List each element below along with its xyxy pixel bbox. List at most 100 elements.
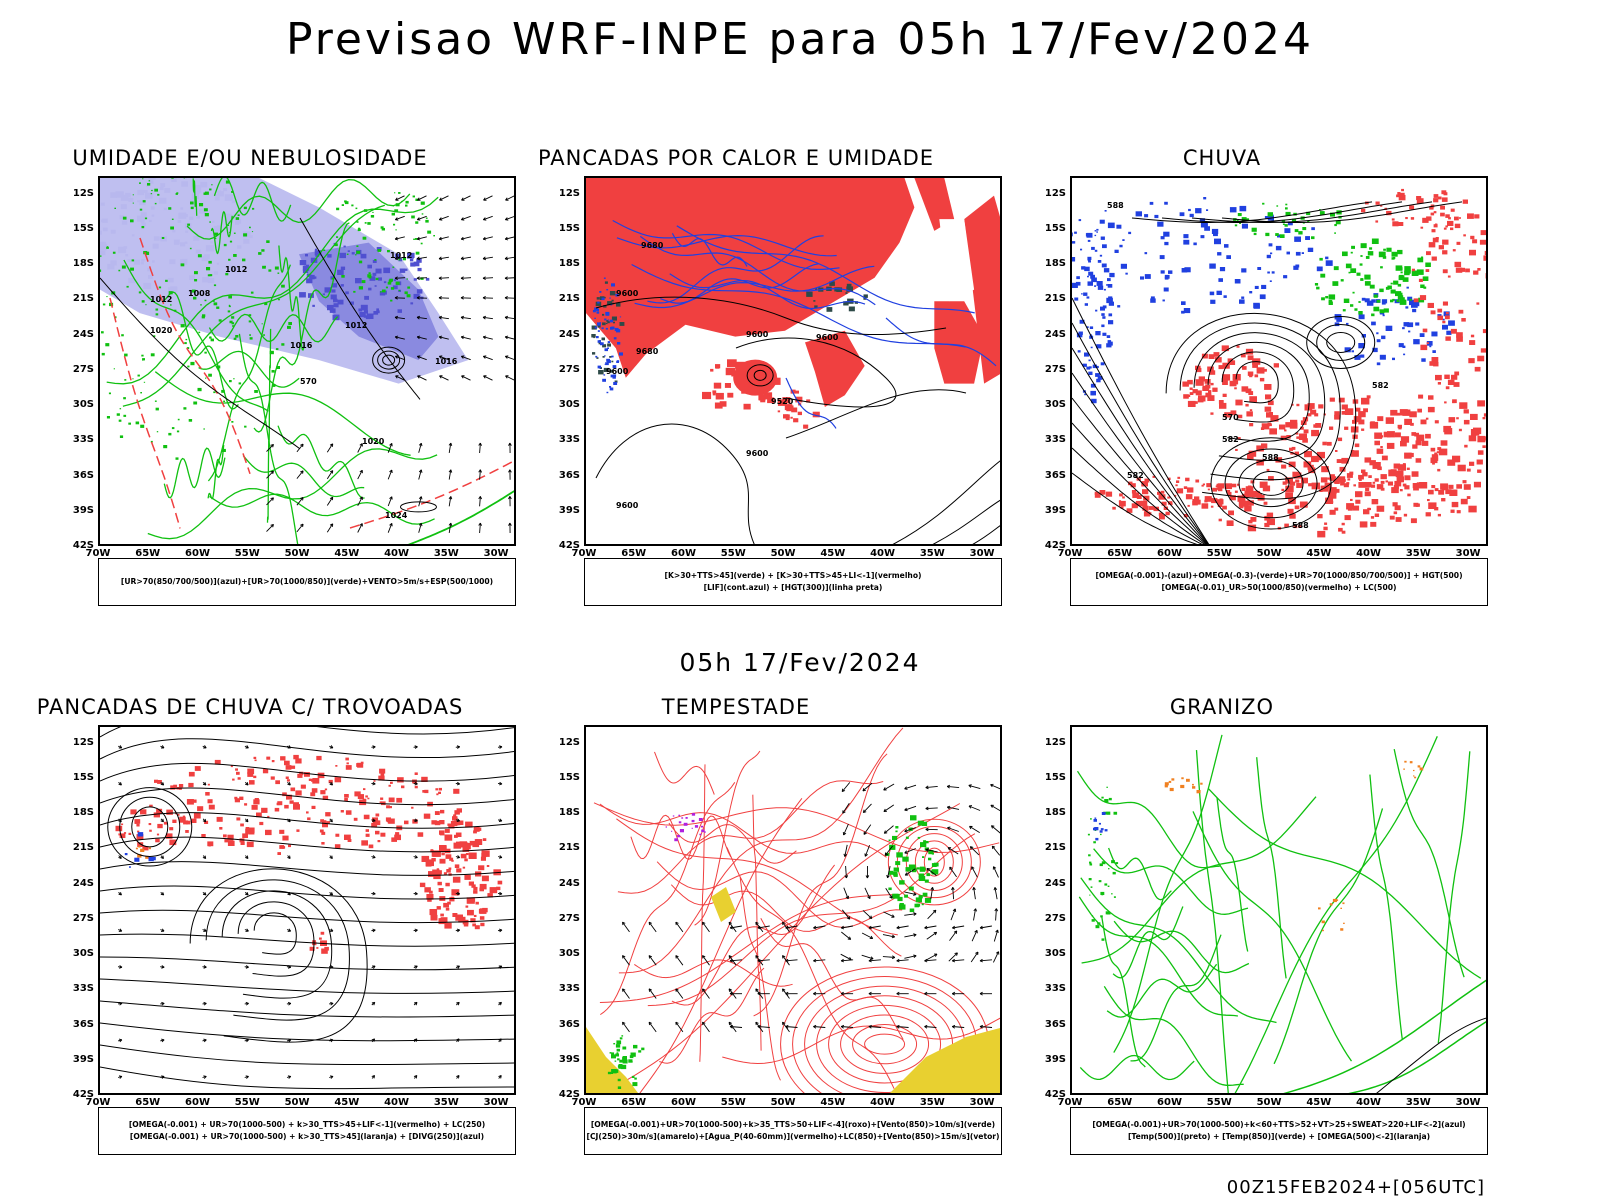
wind-vector-head xyxy=(359,523,363,527)
field-cell xyxy=(214,759,221,765)
wind-vector-head xyxy=(119,1001,123,1006)
field-cell xyxy=(182,331,184,333)
field-cell xyxy=(1256,367,1265,374)
latitude-label: 21S xyxy=(558,842,580,854)
field-cell xyxy=(1409,205,1415,210)
field-cell xyxy=(163,821,168,825)
field-cell xyxy=(357,228,361,232)
field-cell xyxy=(1413,298,1419,303)
field-cell xyxy=(302,265,310,271)
field-cell xyxy=(1215,357,1222,363)
field-cell xyxy=(306,278,312,284)
streamline xyxy=(1072,347,1209,544)
wind-vector-head xyxy=(270,470,274,475)
field-cell xyxy=(100,202,105,206)
wind-vector-head xyxy=(160,928,165,932)
field-cell xyxy=(1231,483,1237,488)
field-cell xyxy=(604,348,608,352)
field-cell xyxy=(468,881,474,886)
field-cell xyxy=(1286,435,1291,439)
latitude-label: 39S xyxy=(558,1053,580,1065)
field-cell xyxy=(1400,440,1407,447)
field-cell xyxy=(895,830,898,833)
latitude-label: 12S xyxy=(72,736,94,748)
field-cell xyxy=(1245,388,1252,394)
field-cell xyxy=(1404,418,1412,425)
field-cell xyxy=(141,354,144,357)
field-cell xyxy=(258,252,262,255)
field-cell xyxy=(1404,266,1411,272)
field-cell xyxy=(1485,273,1486,279)
contour-line xyxy=(1210,437,1332,530)
field-cell xyxy=(362,236,367,240)
field-cell xyxy=(388,784,391,787)
field-cell xyxy=(414,772,418,775)
field-cell xyxy=(899,880,905,885)
field-cell xyxy=(899,904,906,910)
wind-vector xyxy=(438,277,450,279)
field-cell xyxy=(702,391,712,400)
field-cell xyxy=(141,300,145,303)
field-cell xyxy=(1404,760,1407,763)
field-cell xyxy=(1247,371,1254,376)
field-cell xyxy=(212,300,215,302)
wind-vector xyxy=(483,236,493,240)
field-cell xyxy=(1189,213,1194,218)
field-cell xyxy=(1284,224,1288,227)
field-cell xyxy=(1383,308,1389,313)
field-cell xyxy=(1361,334,1366,338)
field-cell xyxy=(136,834,144,840)
longitude-label: 60W xyxy=(1157,548,1182,559)
latitude-label: 27S xyxy=(1044,912,1066,924)
wind-vector xyxy=(755,1021,764,1033)
field-cell xyxy=(1341,457,1349,464)
contour-label: 9600 xyxy=(746,449,769,458)
field-cell xyxy=(1477,400,1485,407)
longitude-label: 35W xyxy=(433,548,459,559)
field-cell xyxy=(1321,466,1329,473)
field-cell xyxy=(1379,354,1386,360)
temp850-contour xyxy=(1078,896,1238,1017)
temp850-contour xyxy=(1283,979,1486,1093)
wind-vectors xyxy=(729,925,993,1029)
field-cell xyxy=(1467,213,1474,219)
field-cell xyxy=(180,263,185,267)
contour-label: 588 xyxy=(1292,521,1309,530)
wind-vector-head xyxy=(118,745,123,749)
wind-vector-head xyxy=(414,818,418,822)
wind-vector xyxy=(930,887,934,900)
field-cell xyxy=(671,830,673,832)
field-cell xyxy=(1195,390,1202,396)
wind-vector xyxy=(326,443,334,453)
field-cell xyxy=(1108,301,1114,306)
wind-vector xyxy=(394,277,406,279)
wind-vector xyxy=(843,887,849,899)
field-cell xyxy=(767,397,775,404)
wind-vector-head xyxy=(913,954,917,959)
field-cell xyxy=(131,259,135,262)
field-cell xyxy=(1390,289,1396,294)
longitude-label: 40W xyxy=(870,548,896,559)
water-contour xyxy=(616,818,898,936)
wind-vector xyxy=(882,934,895,938)
wind-vector xyxy=(460,277,472,279)
wind-vector xyxy=(926,868,937,876)
field-cell xyxy=(267,815,270,818)
wind-vector xyxy=(461,256,471,260)
wind-vector-head xyxy=(389,522,393,527)
field-cell xyxy=(1359,521,1368,528)
field-cell xyxy=(1437,315,1443,321)
field-cell xyxy=(1407,322,1414,328)
contour-line xyxy=(923,847,945,877)
field-cell xyxy=(363,814,370,820)
field-cell xyxy=(1425,433,1431,439)
field-cell xyxy=(1102,244,1107,249)
field-cell xyxy=(336,236,339,238)
wind-vector-head xyxy=(416,276,420,281)
field-cell xyxy=(1257,267,1262,270)
field-cell xyxy=(1423,286,1427,289)
field-cell xyxy=(1343,483,1349,488)
field-cell xyxy=(1479,239,1486,245)
wind-vector-head xyxy=(946,784,951,789)
streamline xyxy=(100,885,514,900)
